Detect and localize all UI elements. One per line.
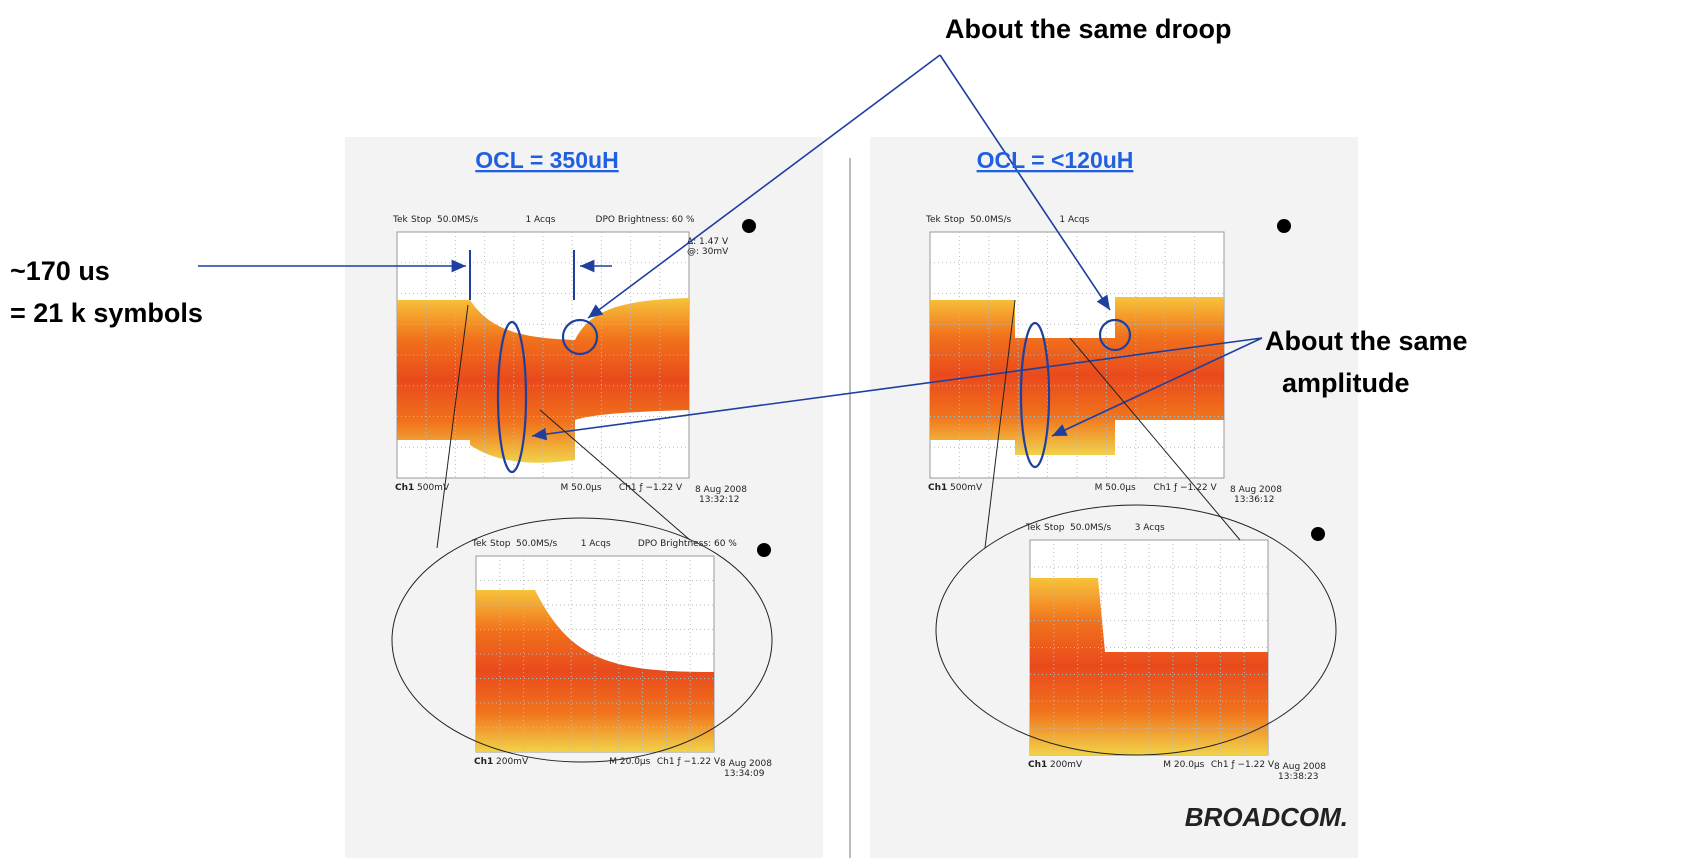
scope-label: 1 Acqs [1059, 215, 1089, 225]
scope-label: M 50.0µs [1095, 483, 1136, 493]
scope-label: Ch1 ƒ −1.22 V [1211, 760, 1275, 770]
scope-label: DPO Brightness: 60 % [596, 215, 695, 225]
logo: BROADCOM. [1185, 802, 1348, 832]
scope-label: 50.0MS/s [437, 215, 479, 225]
scope-label: 1 Acqs [525, 215, 555, 225]
scope-label: Tek [392, 215, 409, 225]
scope-label: 8 Aug 2008 [1230, 485, 1282, 495]
scope-label: 3 Acqs [1135, 523, 1165, 533]
scope-label: 13:34:09 [724, 769, 765, 779]
scope-label: Ch1 ƒ −1.22 V [1153, 483, 1217, 493]
scope-label: 8 Aug 2008 [720, 759, 772, 769]
scope-knob [757, 543, 771, 557]
scope-knob [742, 219, 756, 233]
scope-label: DPO Brightness: 60 % [638, 539, 737, 549]
scope-label: Ch1 [474, 757, 493, 767]
scope-label: 50.0MS/s [1070, 523, 1112, 533]
scope-label: Stop [490, 539, 511, 549]
scope-label: 13:36:12 [1234, 495, 1274, 505]
scope-label: 8 Aug 2008 [695, 485, 747, 495]
scope-label: Ch1 ƒ −1.22 V [657, 757, 721, 767]
scope-label: Stop [411, 215, 432, 225]
scope-label: 13:32:12 [699, 495, 739, 505]
slide: TekStop50.0MS/s1 AcqsDPO Brightness: 60 … [0, 0, 1706, 858]
scope-label: Stop [944, 215, 965, 225]
scope-label: 200mV [1050, 760, 1083, 770]
scope-label: Stop [1044, 523, 1065, 533]
scope-label: 50.0MS/s [516, 539, 558, 549]
scope-label: Ch1 [1028, 760, 1047, 770]
scope-label: M 20.0µs [1163, 760, 1204, 770]
scope-label: Tek [925, 215, 942, 225]
scope-label: M 50.0µs [561, 483, 602, 493]
panel-title: OCL = <120uH [977, 147, 1134, 173]
scope-label: Ch1 [395, 483, 414, 493]
scope-label: 13:38:23 [1278, 772, 1318, 782]
annotation: About the same droop [945, 14, 1232, 44]
scope-label: 200mV [496, 757, 529, 767]
scope-label: 8 Aug 2008 [1274, 762, 1326, 772]
scope-label: Tek [471, 539, 488, 549]
annotation: ~170 us [10, 256, 110, 286]
annotation: About the same [1265, 326, 1468, 356]
scope-label: 500mV [950, 483, 983, 493]
scope-label: Ch1 ƒ −1.22 V [619, 483, 683, 493]
scope-knob [1277, 219, 1291, 233]
scope-label: Ch1 [928, 483, 947, 493]
panel-title: OCL = 350uH [475, 147, 618, 173]
annotation: amplitude [1282, 368, 1410, 398]
scope-label: 1 Acqs [581, 539, 611, 549]
scope-knob [1311, 527, 1325, 541]
scope-label: @: 30mV [687, 247, 729, 257]
annotation: = 21 k symbols [10, 298, 203, 328]
scope-label: 50.0MS/s [970, 215, 1012, 225]
